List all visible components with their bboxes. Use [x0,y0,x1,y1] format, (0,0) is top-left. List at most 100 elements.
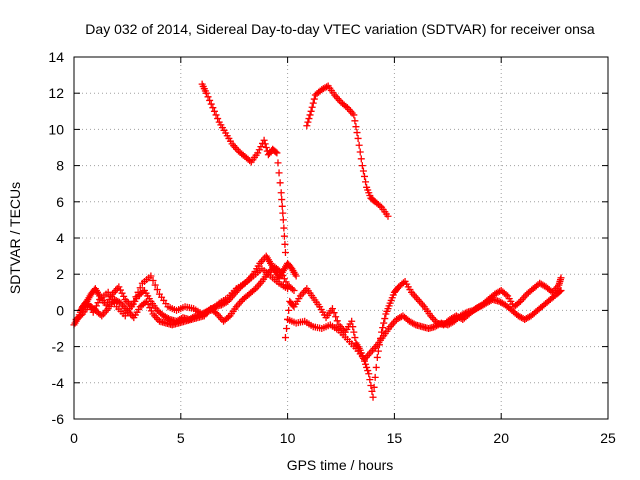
data-point [276,179,284,187]
data-point [310,95,318,103]
data-point [255,146,263,154]
data-point [307,107,315,115]
data-point [120,292,128,300]
data-point [281,334,289,342]
data-point [250,286,258,294]
data-point [342,102,350,110]
x-tick-label: 0 [70,430,78,446]
data-point [363,363,371,371]
data-points [70,80,565,401]
x-tick-label: 10 [280,430,296,446]
data-point [323,83,331,91]
data-point [352,123,360,131]
data-point [277,189,285,197]
data-point [330,309,338,317]
y-tick-label: -2 [52,339,65,355]
y-tick-label: 6 [56,194,64,210]
x-tick-label: 20 [493,430,509,446]
data-point [224,313,232,321]
data-point [130,297,138,305]
data-point [143,297,151,305]
data-point [372,363,380,371]
data-point [362,178,370,186]
data-point [378,328,386,336]
data-point [358,162,366,170]
data-point [356,148,364,156]
chart-title: Day 032 of 2014, Sidereal Day-to-day VTE… [85,21,595,37]
series-trace-mid-b [284,286,565,363]
data-point [147,272,155,280]
data-point [108,296,116,304]
x-tick-label: 15 [387,430,403,446]
data-point [91,305,99,313]
data-point [351,334,359,342]
data-point [364,367,372,375]
data-point [92,302,100,310]
data-point [257,143,265,151]
y-tick-label: -6 [52,411,65,427]
data-point [399,279,407,287]
data-point [121,312,129,320]
data-point [206,96,214,104]
data-point [328,305,336,313]
data-point [153,286,161,294]
data-point [132,293,140,301]
data-point [284,285,292,293]
data-point [106,292,114,300]
y-tick-label: 10 [48,121,64,137]
data-point [210,107,218,115]
data-point [281,240,289,248]
data-point [359,167,367,175]
data-point [381,315,389,323]
y-axis-label: SDTVAR / TECUs [7,182,23,294]
data-point [204,93,212,101]
data-point [128,301,136,309]
data-point [126,305,134,313]
data-point [280,224,288,232]
data-point [384,212,392,220]
data-point [94,299,102,307]
data-point [308,103,316,111]
x-axis-label: GPS time / hours [287,457,394,473]
data-point [351,117,359,125]
data-point [557,286,565,294]
data-point [261,140,269,148]
data-point [303,122,311,130]
data-point [348,317,356,325]
data-point [118,289,126,297]
data-point [151,281,159,289]
series-trace-low-c [76,265,292,320]
y-tick-label: 0 [56,302,64,318]
data-point [149,277,157,285]
data-point [410,320,418,328]
data-point [273,149,281,157]
data-point [502,291,510,299]
data-point [370,383,378,391]
data-point [309,99,317,107]
data-point [202,89,210,97]
y-tick-label: 2 [56,266,64,282]
data-point [380,319,388,327]
data-point [144,301,152,309]
data-point [280,275,288,283]
data-point [146,304,154,312]
data-point [366,376,374,384]
data-point [279,272,287,280]
data-point [123,308,131,316]
data-point [115,283,123,291]
data-point [515,299,523,307]
data-point [350,328,358,336]
data-point [279,209,287,217]
y-tick-label: 8 [56,158,64,174]
data-point [214,115,222,123]
data-point [355,141,363,149]
data-point [212,111,220,119]
data-point [278,202,286,210]
data-point [147,307,155,315]
data-point [281,248,289,256]
data-point [279,216,287,224]
x-tick-label: 25 [600,430,616,446]
data-point [304,118,312,126]
data-point [277,268,285,276]
